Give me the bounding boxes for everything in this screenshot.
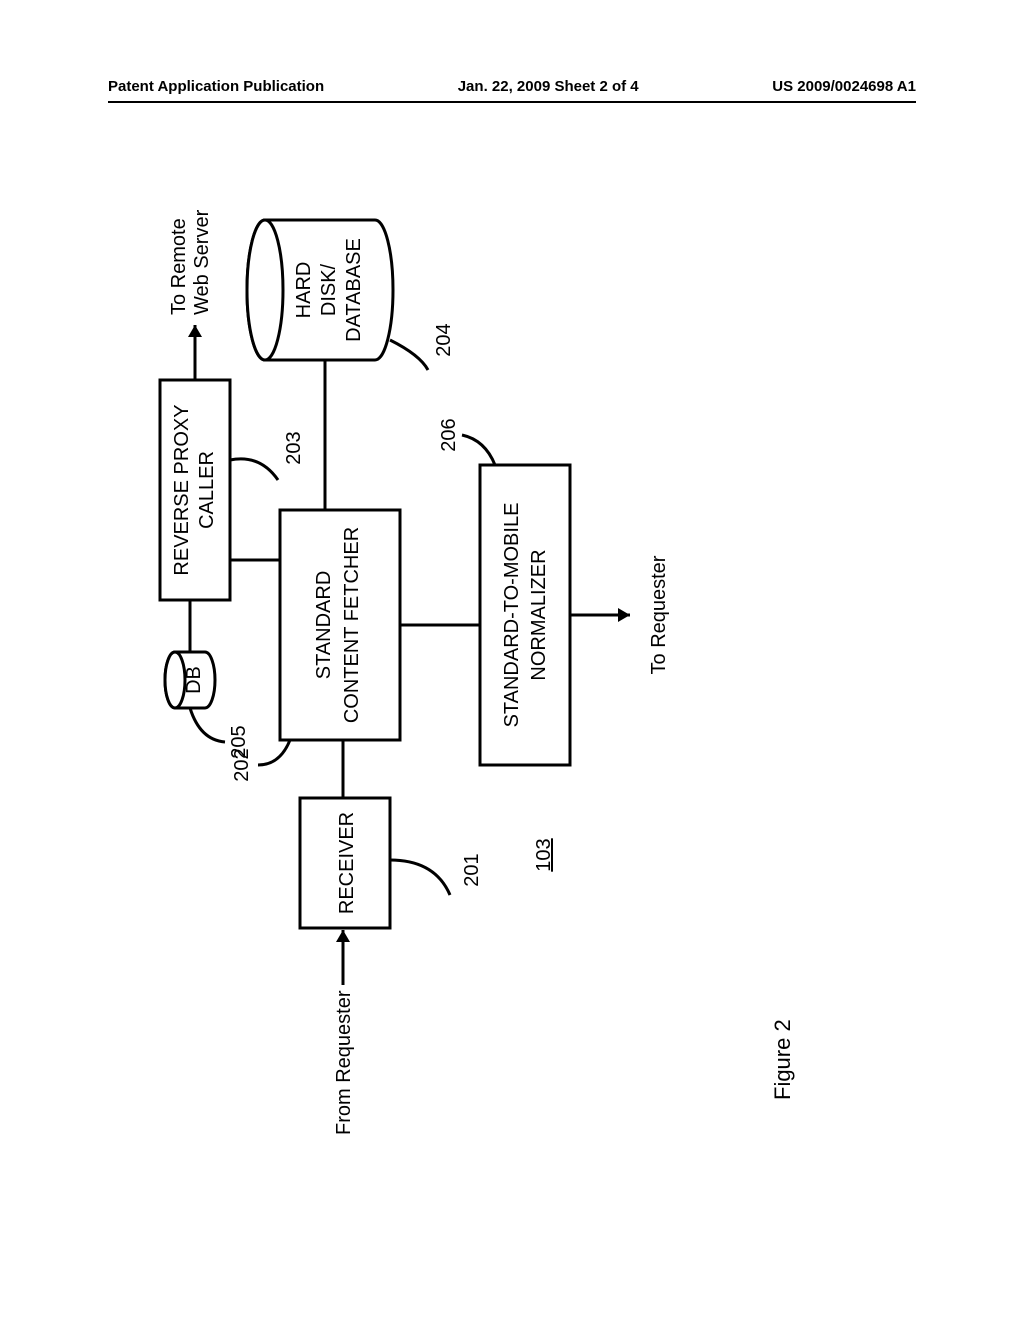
proxy-node: REVERSE PROXY CALLER bbox=[160, 380, 230, 600]
svg-text:REVERSE PROXY: REVERSE PROXY bbox=[171, 404, 193, 575]
fetcher-node: STANDARD CONTENT FETCHER bbox=[280, 510, 400, 740]
svg-text:STANDARD-TO-MOBILE: STANDARD-TO-MOBILE bbox=[501, 503, 523, 728]
arrow-to-remote bbox=[188, 325, 202, 380]
svg-text:HARD: HARD bbox=[293, 262, 315, 319]
system-ref: 103 bbox=[533, 838, 555, 871]
svg-text:DATABASE: DATABASE bbox=[343, 238, 365, 342]
page-header: Patent Application Publication Jan. 22, … bbox=[108, 78, 916, 103]
db-node: DB bbox=[165, 652, 215, 708]
figure-label: Figure 2 bbox=[770, 1019, 795, 1100]
to-remote-label-1: To Remote bbox=[168, 218, 190, 315]
svg-text:204: 204 bbox=[433, 323, 455, 356]
header-right: US 2009/0024698 A1 bbox=[772, 78, 916, 95]
svg-text:CALLER: CALLER bbox=[196, 451, 218, 529]
harddisk-ref: 204 bbox=[390, 323, 455, 370]
proxy-ref: 203 bbox=[230, 431, 305, 480]
receiver-ref: 201 bbox=[390, 853, 483, 895]
svg-text:RECEIVER: RECEIVER bbox=[336, 812, 358, 914]
svg-text:103: 103 bbox=[533, 838, 555, 871]
svg-text:CONTENT FETCHER: CONTENT FETCHER bbox=[341, 527, 363, 723]
from-requester-label: From Requester bbox=[333, 990, 355, 1135]
header-left: Patent Application Publication bbox=[108, 78, 324, 95]
svg-text:203: 203 bbox=[283, 431, 305, 464]
figure-2-diagram: From Requester RECEIVER 201 bbox=[150, 160, 870, 1060]
normalizer-ref: 206 bbox=[438, 418, 495, 465]
normalizer-node: STANDARD-TO-MOBILE NORMALIZER bbox=[480, 465, 570, 765]
svg-text:206: 206 bbox=[438, 418, 460, 451]
db-ref: 205 bbox=[190, 708, 250, 759]
receiver-node: RECEIVER bbox=[300, 798, 390, 928]
svg-text:NORMALIZER: NORMALIZER bbox=[528, 549, 550, 680]
arrow-from-requester bbox=[336, 930, 350, 985]
svg-text:DISK/: DISK/ bbox=[318, 263, 340, 316]
harddisk-node: HARD DISK/ DATABASE bbox=[247, 220, 393, 360]
svg-text:DB: DB bbox=[183, 666, 205, 694]
to-remote-label-2: Web Server bbox=[191, 209, 213, 315]
arrow-to-requester bbox=[570, 608, 630, 622]
svg-text:STANDARD: STANDARD bbox=[313, 571, 335, 680]
svg-text:205: 205 bbox=[228, 725, 250, 758]
svg-text:201: 201 bbox=[461, 853, 483, 886]
to-requester-label: To Requester bbox=[648, 555, 670, 674]
header-center: Jan. 22, 2009 Sheet 2 of 4 bbox=[458, 78, 639, 95]
